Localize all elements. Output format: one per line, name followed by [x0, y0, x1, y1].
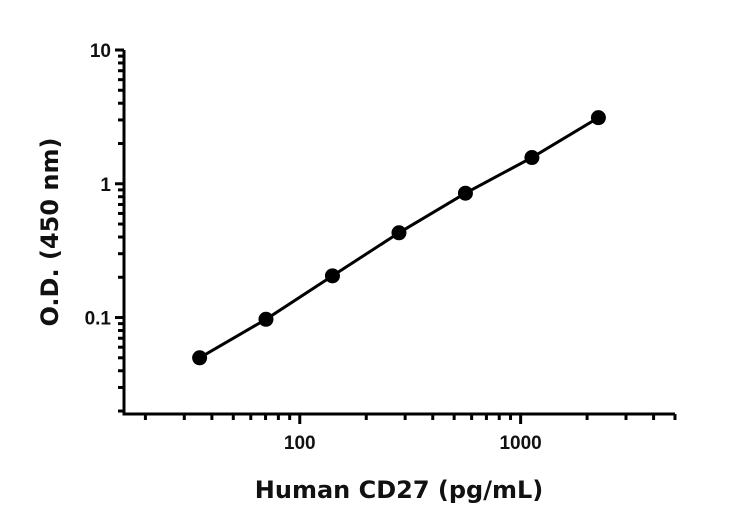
data-point: [524, 150, 540, 166]
y-axis-title: O.D. (450 nm): [36, 138, 64, 327]
data-point: [590, 110, 606, 126]
x-axis-title: Human CD27 (pg/mL): [255, 476, 543, 504]
y-tick-label: 1: [100, 175, 111, 196]
y-tick-label: 10: [90, 41, 111, 62]
data-point: [391, 225, 407, 241]
x-tick-label: 100: [284, 433, 316, 454]
data-point: [192, 350, 208, 366]
axes: 10 1 0.1 100 1000: [85, 41, 677, 454]
data-point: [324, 268, 340, 284]
plot-area: [192, 110, 606, 366]
data-point: [258, 311, 274, 327]
y-tick-label: 0.1: [85, 309, 112, 330]
x-tick-label: 1000: [499, 433, 541, 454]
data-point: [457, 185, 473, 201]
